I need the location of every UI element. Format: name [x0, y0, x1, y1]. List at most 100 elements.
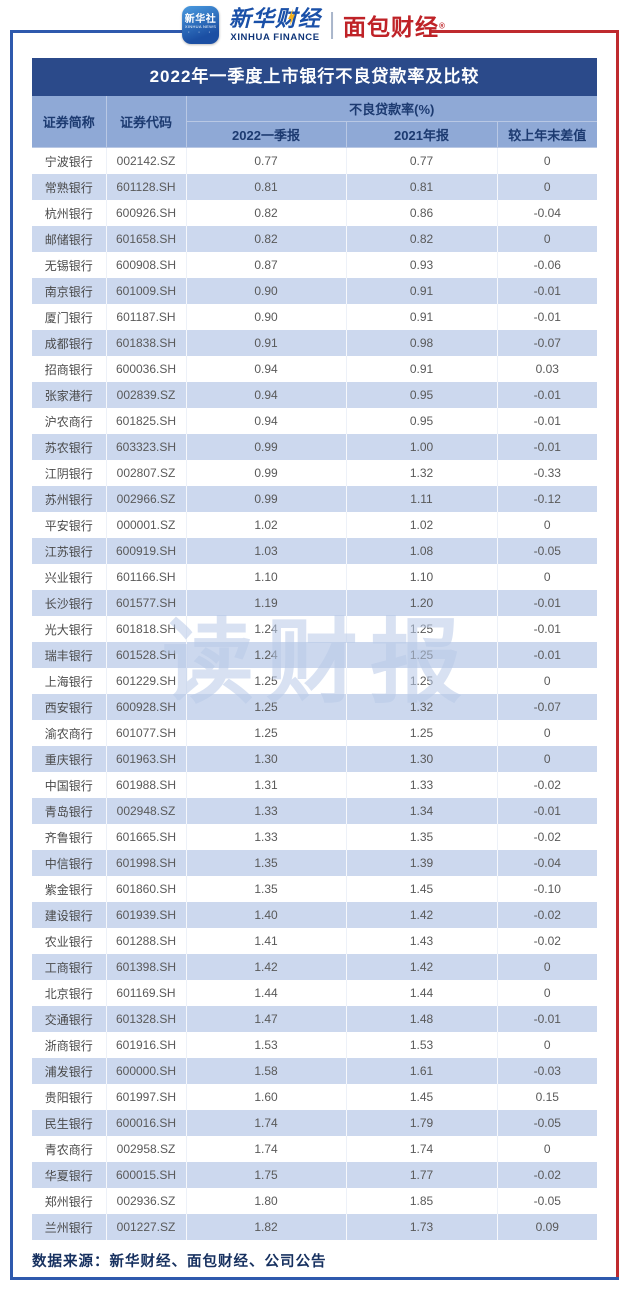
table-row: 苏州银行 002966.SZ 0.99 1.11 -0.12	[32, 486, 598, 512]
registered-mark: ®	[439, 21, 446, 31]
table-row: 贵阳银行 601997.SH 1.60 1.45 0.15	[32, 1084, 598, 1110]
cell-fy-2021: 0.95	[346, 382, 498, 408]
cell-q1-2022: 1.30	[186, 746, 347, 772]
table-row: 光大银行 601818.SH 1.24 1.25 -0.01	[32, 616, 598, 642]
mianbao-finance-cn: 面包财经	[343, 14, 440, 40]
cell-diff: -0.02	[497, 928, 598, 954]
cell-bank-name: 郑州银行	[32, 1188, 107, 1214]
cell-ticker: 601166.SH	[106, 564, 187, 590]
table-row: 江苏银行 600919.SH 1.03 1.08 -0.05	[32, 538, 598, 564]
cell-bank-name: 工商银行	[32, 954, 107, 980]
cell-fy-2021: 0.82	[346, 226, 498, 252]
col-header-ticker: 证券代码	[105, 96, 187, 148]
cell-bank-name: 平安银行	[32, 512, 107, 538]
cell-diff: -0.04	[497, 200, 598, 226]
cell-bank-name: 长沙银行	[32, 590, 107, 616]
cell-bank-name: 光大银行	[32, 616, 107, 642]
cell-diff: -0.01	[497, 278, 598, 304]
cell-bank-name: 兰州银行	[32, 1214, 107, 1240]
cell-q1-2022: 1.53	[186, 1032, 347, 1058]
cell-fy-2021: 1.08	[346, 538, 498, 564]
cell-bank-name: 无锡银行	[32, 252, 107, 278]
cell-q1-2022: 1.80	[186, 1188, 347, 1214]
cell-fy-2021: 1.25	[346, 720, 498, 746]
cell-diff: -0.05	[497, 1110, 598, 1136]
cell-bank-name: 民生银行	[32, 1110, 107, 1136]
cell-q1-2022: 0.94	[186, 356, 347, 382]
table-row: 北京银行 601169.SH 1.44 1.44 0	[32, 980, 598, 1006]
cell-fy-2021: 0.77	[346, 147, 498, 174]
cell-fy-2021: 1.45	[346, 876, 498, 902]
cell-fy-2021: 0.86	[346, 200, 498, 226]
cell-bank-name: 邮储银行	[32, 226, 107, 252]
cell-ticker: 601860.SH	[106, 876, 187, 902]
cell-diff: 0	[497, 512, 598, 538]
xinhua-icon-stars: · · ·	[187, 29, 214, 37]
cell-fy-2021: 0.91	[346, 304, 498, 330]
cell-q1-2022: 1.03	[186, 538, 347, 564]
table-row: 中国银行 601988.SH 1.31 1.33 -0.02	[32, 772, 598, 798]
cell-diff: -0.02	[497, 902, 598, 928]
cell-bank-name: 成都银行	[32, 330, 107, 356]
cell-fy-2021: 1.74	[346, 1136, 498, 1162]
cell-bank-name: 宁波银行	[32, 147, 107, 174]
table-row: 青农商行 002958.SZ 1.74 1.74 0	[32, 1136, 598, 1162]
cell-q1-2022: 1.25	[186, 668, 347, 694]
frame-left-line	[10, 30, 13, 1280]
table-row: 农业银行 601288.SH 1.41 1.43 -0.02	[32, 928, 598, 954]
table-row: 成都银行 601838.SH 0.91 0.98 -0.07	[32, 330, 598, 356]
cell-ticker: 002966.SZ	[106, 486, 187, 512]
cell-q1-2022: 1.58	[186, 1058, 347, 1084]
cell-q1-2022: 0.87	[186, 252, 347, 278]
cell-ticker: 600926.SH	[106, 200, 187, 226]
cell-bank-name: 青农商行	[32, 1136, 107, 1162]
cell-fy-2021: 1.11	[346, 486, 498, 512]
cell-fy-2021: 1.02	[346, 512, 498, 538]
mianbao-finance-logo: 面包财经®	[343, 8, 446, 42]
xinhua-news-app-icon: 新华社 XINHUA NEWS · · ·	[182, 6, 220, 44]
cell-bank-name: 中信银行	[32, 850, 107, 876]
xinhua-icon-label: 新华社	[184, 14, 217, 26]
data-source-note: 数据来源：新华财经、面包财经、公司公告	[32, 1254, 327, 1270]
xinhua-finance-logo: 新华财经 XINHUA FINANCE	[229, 7, 321, 43]
cell-ticker: 601169.SH	[106, 980, 187, 1006]
table-row: 宁波银行 002142.SZ 0.77 0.77 0	[32, 147, 598, 174]
cell-q1-2022: 1.33	[186, 824, 347, 850]
frame-bottom-line	[10, 1277, 619, 1280]
cell-diff: -0.02	[497, 1162, 598, 1188]
cell-q1-2022: 0.90	[186, 304, 347, 330]
cell-bank-name: 重庆银行	[32, 746, 107, 772]
cell-q1-2022: 0.82	[186, 226, 347, 252]
col-header-q1-2022: 2022一季报	[186, 121, 347, 148]
frame-top-right-line	[429, 30, 619, 33]
cell-q1-2022: 1.10	[186, 564, 347, 590]
cell-ticker: 601229.SH	[106, 668, 187, 694]
cell-bank-name: 渝农商行	[32, 720, 107, 746]
cell-bank-name: 苏农银行	[32, 434, 107, 460]
table-row: 邮储银行 601658.SH 0.82 0.82 0	[32, 226, 598, 252]
table-row: 厦门银行 601187.SH 0.90 0.91 -0.01	[32, 304, 598, 330]
cell-ticker: 601328.SH	[106, 1006, 187, 1032]
table-row: 江阴银行 002807.SZ 0.99 1.32 -0.33	[32, 460, 598, 486]
cell-ticker: 600036.SH	[106, 356, 187, 382]
cell-fy-2021: 1.30	[346, 746, 498, 772]
table-header: 证券简称 证券代码 不良贷款率(%) 2022一季报 2021年报 较上年末差值	[32, 96, 598, 148]
cell-ticker: 600015.SH	[106, 1162, 187, 1188]
cell-q1-2022: 1.60	[186, 1084, 347, 1110]
cell-ticker: 600919.SH	[106, 538, 187, 564]
cell-bank-name: 沪农商行	[32, 408, 107, 434]
cell-q1-2022: 0.81	[186, 174, 347, 200]
table-row: 青岛银行 002948.SZ 1.33 1.34 -0.01	[32, 798, 598, 824]
cell-diff: -0.12	[497, 486, 598, 512]
cell-ticker: 601916.SH	[106, 1032, 187, 1058]
cell-ticker: 601825.SH	[106, 408, 187, 434]
table-row: 齐鲁银行 601665.SH 1.33 1.35 -0.02	[32, 824, 598, 850]
cell-diff: 0.09	[497, 1214, 598, 1240]
cell-bank-name: 张家港行	[32, 382, 107, 408]
cell-fy-2021: 0.93	[346, 252, 498, 278]
cell-fy-2021: 1.73	[346, 1214, 498, 1240]
cell-ticker: 600928.SH	[106, 694, 187, 720]
cell-ticker: 601963.SH	[106, 746, 187, 772]
cell-fy-2021: 1.25	[346, 668, 498, 694]
table-row: 浦发银行 600000.SH 1.58 1.61 -0.03	[32, 1058, 598, 1084]
